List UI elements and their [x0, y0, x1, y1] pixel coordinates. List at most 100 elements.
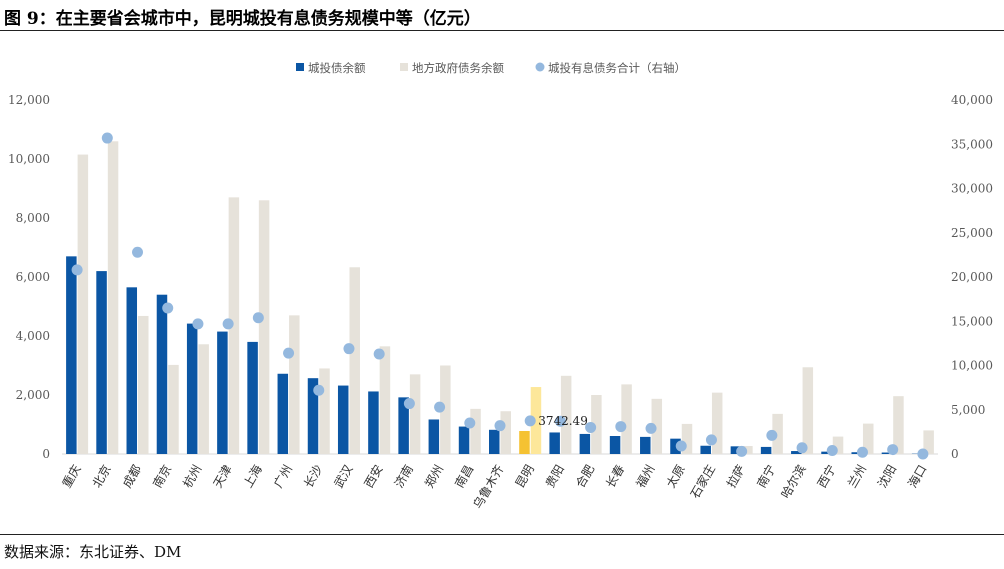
bar-city-bond — [126, 287, 138, 454]
bar-local-gov — [379, 346, 391, 454]
dot-total-debt — [373, 348, 385, 360]
bar-city-bond — [821, 451, 832, 454]
bar-local-gov — [681, 423, 693, 454]
bar-city-bond — [156, 294, 168, 454]
dots — [71, 132, 929, 460]
bar-local-gov — [168, 364, 179, 454]
bar-city-bond — [730, 446, 742, 454]
bar-local-gov — [651, 398, 663, 454]
source-note: 数据来源：东北证券、DM — [4, 543, 182, 561]
dot-total-debt — [917, 448, 929, 460]
bar-local-gov — [228, 197, 240, 454]
x-tick-label: 重庆 — [60, 463, 84, 491]
bar-local-gov — [530, 387, 542, 454]
bar-city-bond — [791, 451, 802, 454]
legend-label: 城投债余额 — [308, 61, 366, 75]
bar-city-bond — [489, 429, 500, 454]
bar-city-bond — [247, 341, 258, 454]
bar-city-bond — [398, 397, 409, 454]
legend-swatch — [535, 62, 545, 72]
bar-city-bond — [337, 385, 349, 454]
bar-local-gov — [862, 423, 874, 454]
bar-city-bond — [307, 378, 319, 454]
annotation-label: 3742.49 — [538, 414, 588, 428]
bars — [66, 141, 934, 455]
right-tick-label: 30,000 — [951, 182, 993, 196]
dot-total-debt — [645, 422, 657, 434]
dot-total-debt — [313, 384, 325, 396]
bar-city-bond — [96, 271, 107, 454]
x-tick-label: 长春 — [603, 463, 627, 491]
bar-local-gov — [470, 408, 481, 454]
x-tick-label: 海口 — [904, 462, 929, 490]
x-tick-label: 郑州 — [421, 462, 446, 490]
dot-total-debt — [766, 429, 778, 441]
x-tick-label: 西安 — [361, 462, 386, 490]
dot-total-debt — [132, 246, 144, 258]
right-tick-label: 20,000 — [951, 270, 993, 284]
bar-local-gov — [289, 315, 300, 454]
x-tick-label: 济南 — [391, 462, 416, 490]
dot-total-debt — [162, 302, 174, 314]
bar-local-gov — [832, 436, 844, 454]
x-tick-label: 天津 — [211, 463, 235, 491]
annotations: 3742.49 — [538, 414, 588, 428]
dot-total-debt — [796, 442, 808, 454]
x-tick-label: 石家庄 — [687, 462, 718, 501]
x-tick-label: 贵阳 — [543, 463, 567, 491]
left-tick-label: 6,000 — [16, 270, 50, 284]
bar-local-gov — [349, 267, 360, 454]
x-tick-label: 武汉 — [331, 463, 355, 491]
bar-city-bond — [640, 436, 651, 454]
left-tick-label: 10,000 — [8, 152, 50, 166]
right-tick-label: 15,000 — [951, 314, 993, 328]
bar-city-bond — [609, 436, 621, 454]
bar-local-gov — [711, 392, 723, 454]
dot-total-debt — [705, 434, 717, 446]
x-tick-label: 昆明 — [513, 463, 537, 491]
x-tick-label: 广州 — [271, 463, 295, 491]
dot-total-debt — [403, 398, 415, 410]
chart: 城投债余额 地方政府债务余额 城投有息债务合计（右轴） 0 2,000 4,000 6,0… — [8, 61, 993, 511]
dot-total-debt — [101, 132, 113, 144]
x-tick-label: 南宁 — [753, 462, 778, 490]
bar-city-bond — [700, 445, 711, 454]
x-tick-label: 北京 — [90, 463, 114, 491]
bar-local-gov — [440, 365, 451, 454]
bar-city-bond — [66, 256, 77, 454]
x-tick-label: 南昌 — [451, 462, 476, 490]
bar-city-bond — [277, 373, 289, 454]
bar-local-gov — [258, 200, 270, 454]
left-tick-label: 2,000 — [16, 388, 50, 402]
x-tick-label: 福州 — [633, 462, 658, 490]
dot-total-debt — [856, 446, 868, 458]
bar-city-bond — [851, 452, 862, 454]
right-tick-label: 40,000 — [951, 93, 993, 107]
right-tick-label: 35,000 — [951, 137, 993, 151]
right-tick-label: 5,000 — [951, 403, 985, 417]
bar-local-gov — [319, 368, 330, 454]
bar-city-bond — [670, 438, 681, 454]
dot-total-debt — [887, 444, 899, 456]
right-tick-label: 25,000 — [951, 226, 993, 240]
bar-city-bond — [368, 391, 379, 454]
bar-local-gov — [138, 315, 149, 454]
x-tick-label: 哈尔滨 — [778, 462, 809, 501]
dot-total-debt — [615, 421, 627, 433]
figure-title: 图 9：在主要省会城市中，昆明城投有息债务规模中等（亿元） — [4, 9, 481, 29]
left-tick-label: 12,000 — [8, 93, 50, 107]
x-tick-label: 合肥 — [572, 462, 597, 490]
dot-total-debt — [524, 415, 536, 427]
right-tick-label: 10,000 — [951, 359, 993, 373]
legend-swatch — [296, 63, 304, 71]
source-rule — [0, 534, 1004, 535]
bar-local-gov — [198, 344, 209, 454]
x-tick-label: 拉萨 — [723, 462, 748, 490]
dot-total-debt — [434, 401, 446, 413]
bar-city-bond — [579, 433, 591, 454]
title-rule — [0, 30, 1004, 31]
x-tick-label: 沈阳 — [874, 462, 899, 490]
bar-local-gov — [621, 384, 632, 454]
left-tick-label: 0 — [42, 447, 50, 461]
dot-total-debt — [826, 444, 838, 456]
